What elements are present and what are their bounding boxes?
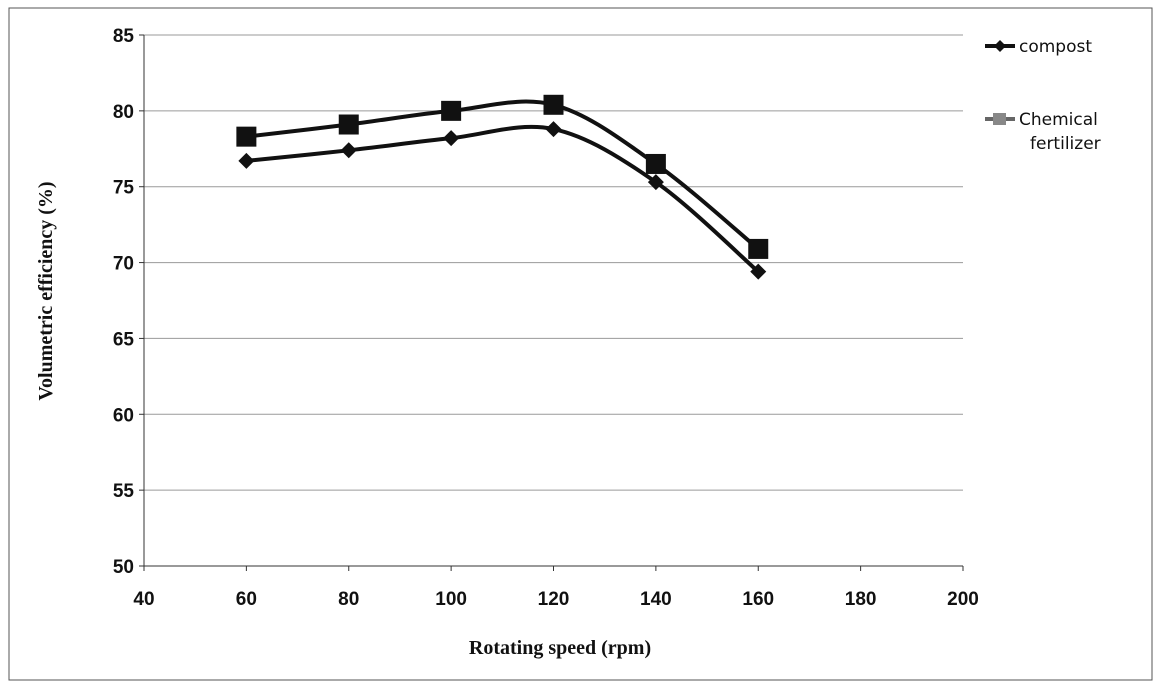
x-tick-label: 60: [236, 589, 257, 610]
y-tick-label: 85: [113, 26, 135, 47]
data-point-compost: [443, 130, 460, 147]
y-tick-label: 55: [113, 481, 135, 502]
legend-marker-square: [993, 113, 1006, 125]
y-tick-label: 80: [113, 102, 134, 123]
series-line-chemical-fertilizer: [246, 99, 760, 251]
legend: compost Chemical fertilizer: [985, 37, 1101, 154]
x-tick-label: 100: [435, 589, 467, 610]
data-point-chemical-fertilizer: [338, 114, 359, 135]
legend-label-chemical: Chemical: [1019, 110, 1098, 130]
y-tick-label: 65: [113, 329, 135, 350]
y-tick-labels: 50 55 60 65 70 75 80 85: [113, 26, 135, 578]
x-tick-label: 180: [845, 589, 877, 610]
data-point-compost: [238, 152, 255, 169]
x-axis-title: Rotating speed (rpm): [469, 637, 651, 659]
data-point-chemical-fertilizer: [441, 100, 462, 121]
legend-entry-compost: compost: [985, 37, 1092, 57]
x-tick-label: 40: [133, 589, 154, 610]
x-tick-label: 80: [338, 589, 359, 610]
data-point-compost: [647, 174, 664, 191]
y-axis-title: Volumetric efficiency (%): [35, 181, 57, 400]
data-point-chemical-fertilizer: [748, 238, 769, 259]
x-tick-label: 160: [742, 589, 774, 610]
legend-marker-diamond: [994, 40, 1006, 52]
series-line-compost: [246, 124, 760, 274]
x-tick-labels: 40 60 80 100 120 140 160 180 200: [133, 589, 978, 610]
data-point-chemical-fertilizer: [645, 153, 666, 174]
figure-border: [8, 7, 1153, 681]
y-tick-label: 50: [113, 557, 134, 578]
x-tick-label: 120: [538, 589, 570, 610]
series-markers: [236, 94, 769, 280]
x-tick-label: 200: [947, 589, 979, 610]
data-point-chemical-fertilizer: [543, 94, 564, 115]
y-tick-label: 60: [113, 405, 134, 426]
y-tick-label: 75: [113, 178, 135, 199]
legend-label-compost: compost: [1019, 37, 1092, 57]
y-tick-label: 70: [113, 254, 134, 275]
legend-entry-chemical-fertilizer: Chemical fertilizer: [985, 110, 1101, 154]
data-point-compost: [750, 263, 767, 280]
data-point-compost: [545, 121, 562, 138]
legend-label-fertilizer: fertilizer: [1030, 134, 1101, 154]
data-point-compost: [340, 142, 357, 159]
data-point-chemical-fertilizer: [236, 126, 257, 147]
x-tick-label: 140: [640, 589, 672, 610]
axes: [139, 34, 964, 571]
